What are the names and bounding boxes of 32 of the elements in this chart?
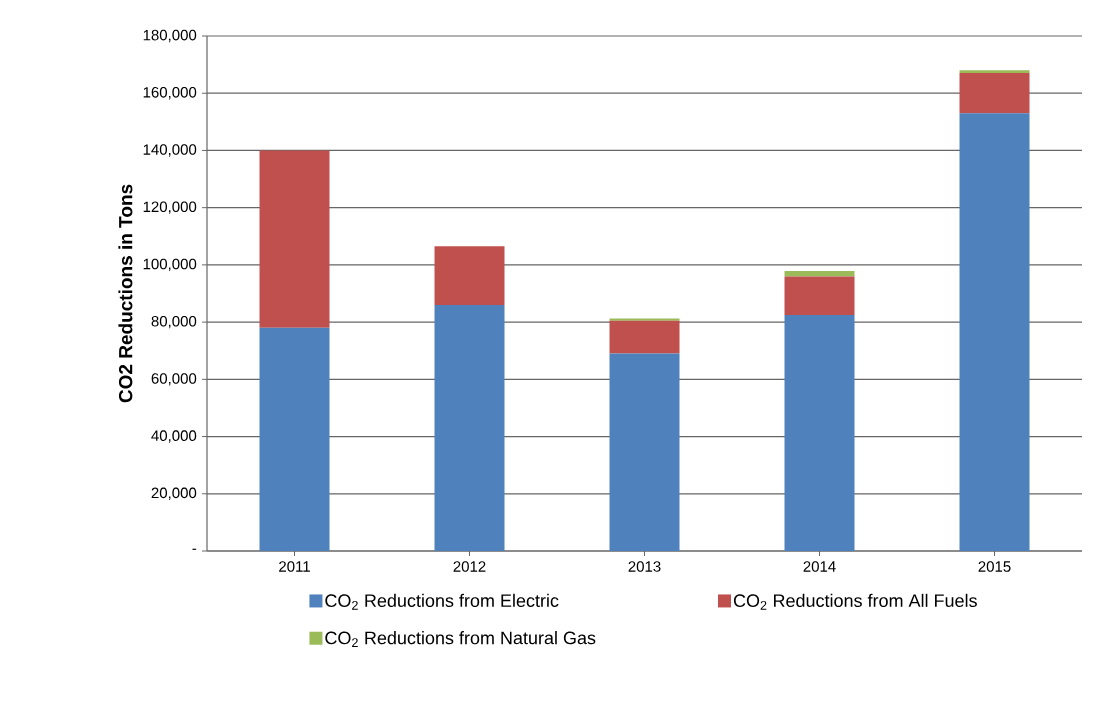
legend-label: CO$_{2}$ Reductions from Electric: [325, 593, 559, 610]
y-tick-label: 140,000: [143, 144, 197, 157]
x-tick-label: 2013: [628, 561, 661, 572]
y-tick-label: 40,000: [151, 430, 197, 443]
y-tick-label: 80,000: [151, 315, 197, 329]
bar: [609, 318, 680, 321]
x-tick-label: 2015: [978, 561, 1011, 572]
bar: [259, 150, 330, 328]
legend-label: CO$_{2}$ Reductions from Natural Gas: [325, 631, 596, 647]
bar: [259, 327, 330, 551]
bar: [434, 246, 505, 305]
y-tick-label: -: [192, 548, 197, 550]
y-tick-label: 20,000: [151, 487, 197, 500]
bar: [959, 72, 1030, 114]
bar: [959, 113, 1030, 551]
x-tick-label: 2012: [453, 561, 486, 572]
y-tick-label: 60,000: [151, 373, 197, 386]
y-tick-label: 160,000: [143, 87, 197, 100]
bar: [609, 320, 680, 354]
x-tick-label: 2011: [279, 561, 310, 572]
bar: [784, 270, 855, 277]
bar: [609, 353, 680, 551]
x-tick-label: 2014: [803, 561, 836, 572]
y-tick-label: 180,000: [143, 29, 197, 43]
y-tick-label: 100,000: [143, 258, 197, 272]
legend-label: CO$_{2}$ Reductions from All Fuels: [733, 593, 977, 610]
bar: [434, 304, 505, 551]
y-tick-label: 120,000: [143, 201, 197, 214]
bar: [784, 276, 855, 315]
bar: [959, 70, 1030, 73]
y-axis-title: CO2 Reductions in Tons: [118, 184, 133, 403]
bar: [784, 314, 855, 551]
